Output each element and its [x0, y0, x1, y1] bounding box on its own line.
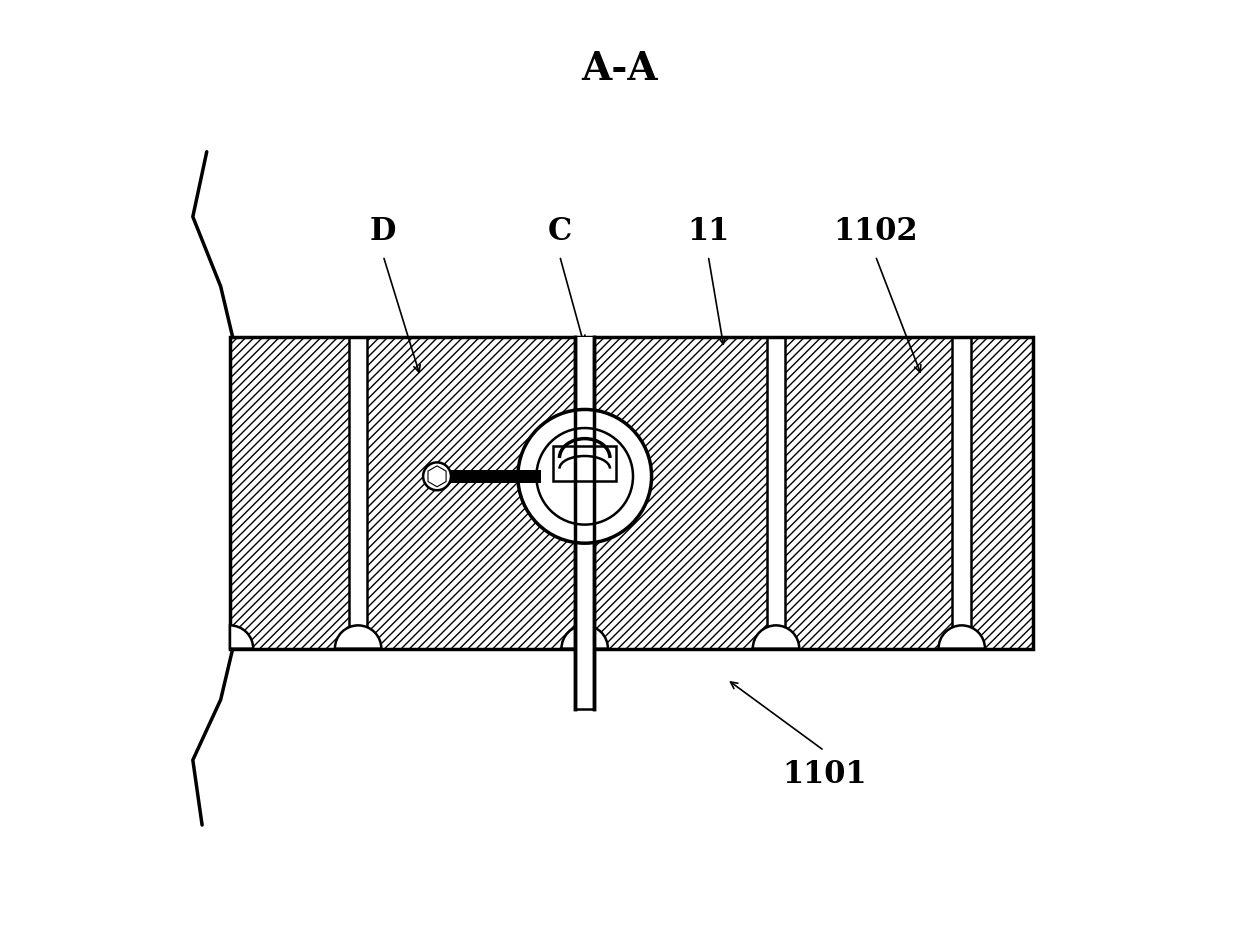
Text: 1101: 1101: [782, 759, 867, 790]
Bar: [594, 338, 766, 649]
Bar: [553, 446, 616, 481]
Wedge shape: [335, 625, 382, 649]
Wedge shape: [753, 625, 800, 649]
Circle shape: [518, 410, 651, 544]
Wedge shape: [562, 625, 608, 649]
Bar: [971, 338, 1033, 649]
Text: 11: 11: [687, 216, 729, 247]
Polygon shape: [428, 466, 446, 488]
Text: A-A: A-A: [582, 51, 658, 88]
Wedge shape: [229, 625, 253, 649]
Bar: [367, 338, 575, 649]
Wedge shape: [939, 625, 985, 649]
Bar: [575, 338, 594, 709]
Text: 1102: 1102: [833, 216, 918, 247]
Bar: [785, 338, 952, 649]
Bar: [448, 470, 541, 483]
Circle shape: [423, 463, 451, 490]
Text: D: D: [370, 216, 397, 247]
Text: C: C: [548, 216, 572, 247]
Bar: [229, 338, 1033, 649]
Circle shape: [537, 429, 632, 525]
Bar: [229, 338, 348, 649]
